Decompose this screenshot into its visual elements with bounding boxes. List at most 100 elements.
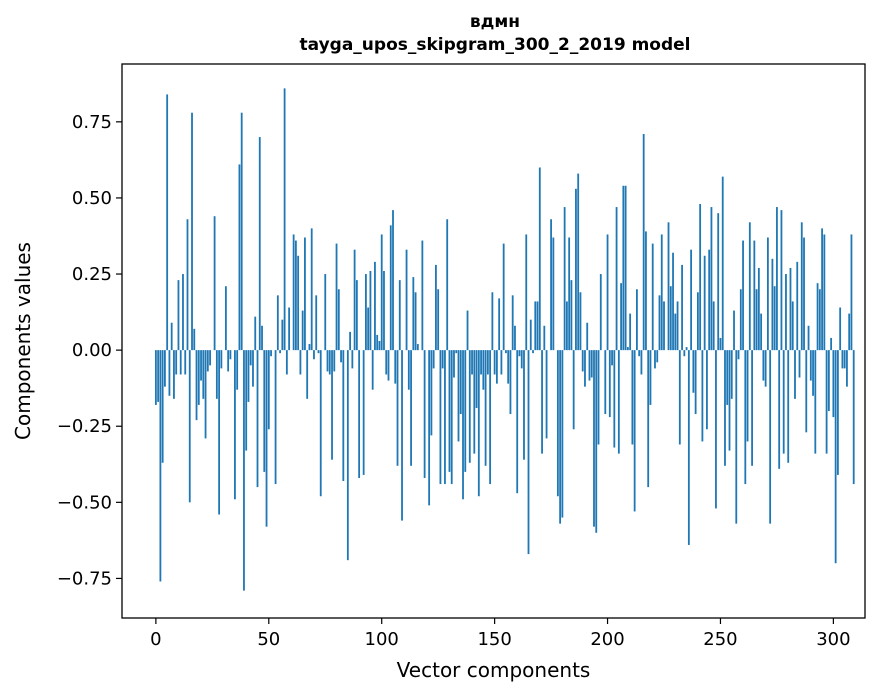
bar [394,350,397,384]
bar [288,307,291,351]
x-axis-ticks: 0 50 100 150 200 250 300 [150,618,851,650]
bar [715,350,717,509]
bar [331,350,333,460]
bar [362,350,365,475]
y-tick-label: −0.50 [57,492,112,513]
bar [301,310,304,351]
x-tick-label: 150 [477,629,511,650]
bar [649,350,652,405]
bar [179,350,182,375]
bar [841,350,844,369]
bar [586,322,589,351]
bar [518,350,521,357]
bar [511,295,514,351]
bar [721,176,724,351]
bar [780,210,783,351]
bar [186,219,189,351]
bar [206,350,209,372]
bar [552,237,555,351]
bar [304,237,306,351]
bar [482,350,485,390]
bar [430,350,433,436]
bar [748,222,751,351]
bar [276,295,279,351]
bar [299,350,302,375]
bar [428,350,431,506]
bar [615,207,618,351]
bar [281,319,284,351]
bar [559,350,562,524]
bar [392,210,394,351]
bar [437,289,440,351]
bar [505,350,507,354]
bar [633,350,636,512]
bar [638,350,641,357]
bar [794,350,796,399]
bar [342,350,345,482]
bar [184,350,187,375]
bar [432,350,435,369]
bar [401,350,403,521]
bar [852,350,855,485]
bar [491,292,494,351]
bar [256,350,259,488]
bar [236,350,239,390]
bar [719,337,722,351]
bar [798,350,801,378]
bar [690,249,693,351]
bar [477,350,480,497]
x-axis-label: Vector components [397,658,591,682]
bar [317,350,320,354]
bar [195,350,198,421]
bar [435,264,437,351]
bar [814,350,817,454]
bar [525,234,528,351]
bar [407,350,410,390]
bar [254,316,257,351]
bar [608,350,611,418]
bar [333,350,336,372]
bar [405,249,408,351]
bar [310,228,313,351]
bar [446,219,449,351]
bar [730,350,733,399]
bar [355,280,358,351]
bar [335,243,338,351]
bar [710,207,713,351]
bar [701,350,704,442]
bar [224,286,227,351]
bar [328,350,331,375]
bar [188,350,191,503]
bar [827,350,830,412]
bar [809,350,812,381]
bar [776,207,778,351]
bar [764,350,767,387]
bar [606,234,609,351]
bar [380,234,383,351]
bar [376,334,379,351]
bar [825,350,828,454]
bar [753,240,756,351]
bar [489,350,492,485]
bar [699,204,702,351]
bar [669,286,672,351]
bar [378,341,381,351]
y-tick-label: 0.50 [72,188,112,209]
y-tick-label: −0.75 [57,568,112,589]
bar [532,350,534,354]
bar [812,350,814,396]
bar [782,350,785,454]
bar [590,350,593,378]
bar [468,350,471,463]
bar [168,350,171,396]
bar [529,319,532,351]
bar [660,234,663,351]
bar [599,274,602,351]
bar [651,243,654,351]
bar [645,231,647,351]
bar [197,350,200,405]
bar [816,283,819,351]
bar [164,350,166,387]
bar [658,295,661,351]
bar [177,280,180,351]
